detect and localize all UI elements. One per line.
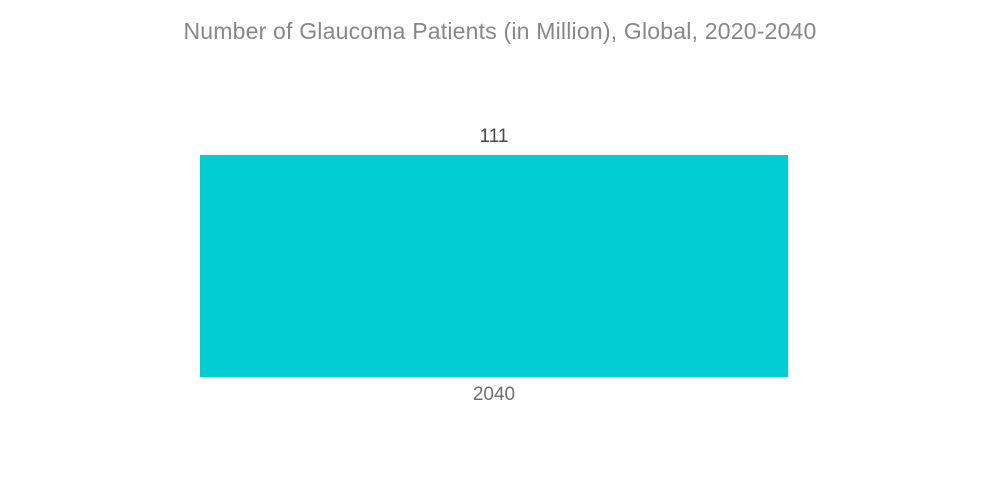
x-axis-label-2040: 2040 bbox=[472, 384, 516, 405]
bar-2040 bbox=[200, 155, 788, 377]
bar-value-label: 111 bbox=[479, 126, 509, 147]
chart-title: Number of Glaucoma Patients (in Million)… bbox=[183, 18, 817, 44]
